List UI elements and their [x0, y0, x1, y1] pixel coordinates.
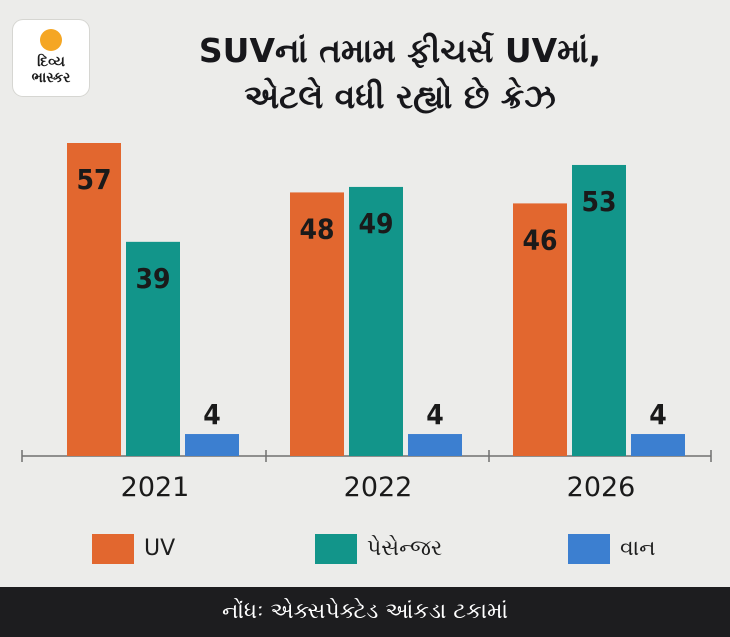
bar-chart: 57 39 4 2021 48 49 4 2022 46 53 4 2026	[21, 143, 712, 503]
bar-2026-1	[572, 164, 626, 456]
bar-2022-2	[408, 434, 462, 456]
chart-title-line-2: એટલે વધી રહ્યો છે ક્રેઝ	[244, 77, 556, 116]
legend-swatch-uv	[92, 534, 134, 564]
bar-2021-2	[185, 434, 239, 456]
data-label-2026-0: 46	[522, 223, 557, 256]
logo-line-2: ભાસ્કર	[31, 70, 71, 86]
bar-2021-0	[67, 143, 121, 456]
chart-title: SUVનાં તમામ ફીચર્સ UVમાં, એટલે વધી રહ્યો…	[100, 28, 700, 120]
legend-label-uv: UV	[144, 536, 176, 561]
data-label-2026-2: 4	[649, 398, 667, 431]
logo-line-1: દિવ્ય	[37, 54, 65, 70]
data-label-2021-0: 57	[76, 163, 111, 196]
bar-2022-1	[349, 186, 403, 457]
bar-2026-2	[631, 434, 685, 456]
data-label-2026-1: 53	[581, 185, 616, 218]
sun-icon	[40, 29, 62, 51]
chart-title-line-1: SUVનાં તમામ ફીચર્સ UVમાં,	[198, 31, 602, 70]
brand-logo: દિવ્ય ભાસ્કર	[13, 20, 89, 96]
data-label-2021-2: 4	[203, 398, 221, 431]
legend-label-passenger: પેસેન્જર	[367, 536, 443, 561]
footer-note: નોંધઃ એક્સપેક્ટેડ આંકડા ટકામાં	[0, 587, 730, 637]
legend-swatch-passenger	[315, 534, 357, 564]
bar-2022-0	[290, 192, 344, 456]
legend-label-van: વાન	[620, 536, 656, 561]
legend-swatch-van	[568, 534, 610, 564]
data-label-2022-2: 4	[426, 398, 444, 431]
bar-2026-0	[513, 203, 567, 456]
category-label-2026: 2026	[567, 472, 636, 503]
bar-2021-1	[126, 241, 180, 456]
data-label-2022-1: 49	[358, 207, 393, 240]
data-label-2022-0: 48	[299, 212, 334, 245]
category-label-2022: 2022	[344, 472, 413, 503]
data-label-2021-1: 39	[135, 262, 170, 295]
category-label-2021: 2021	[121, 472, 190, 503]
